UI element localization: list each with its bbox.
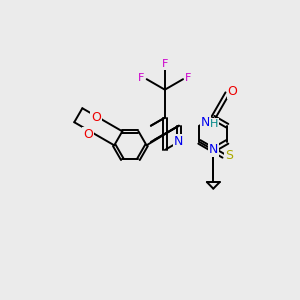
Text: O: O: [228, 85, 238, 98]
Text: N: N: [174, 135, 184, 148]
Text: O: O: [92, 112, 101, 124]
Text: F: F: [138, 73, 145, 83]
Text: F: F: [162, 59, 168, 69]
Text: H: H: [210, 119, 218, 129]
Text: S: S: [225, 149, 233, 162]
Text: F: F: [185, 73, 191, 83]
Text: N: N: [201, 116, 211, 129]
Text: O: O: [83, 128, 93, 141]
Text: N: N: [208, 143, 218, 157]
